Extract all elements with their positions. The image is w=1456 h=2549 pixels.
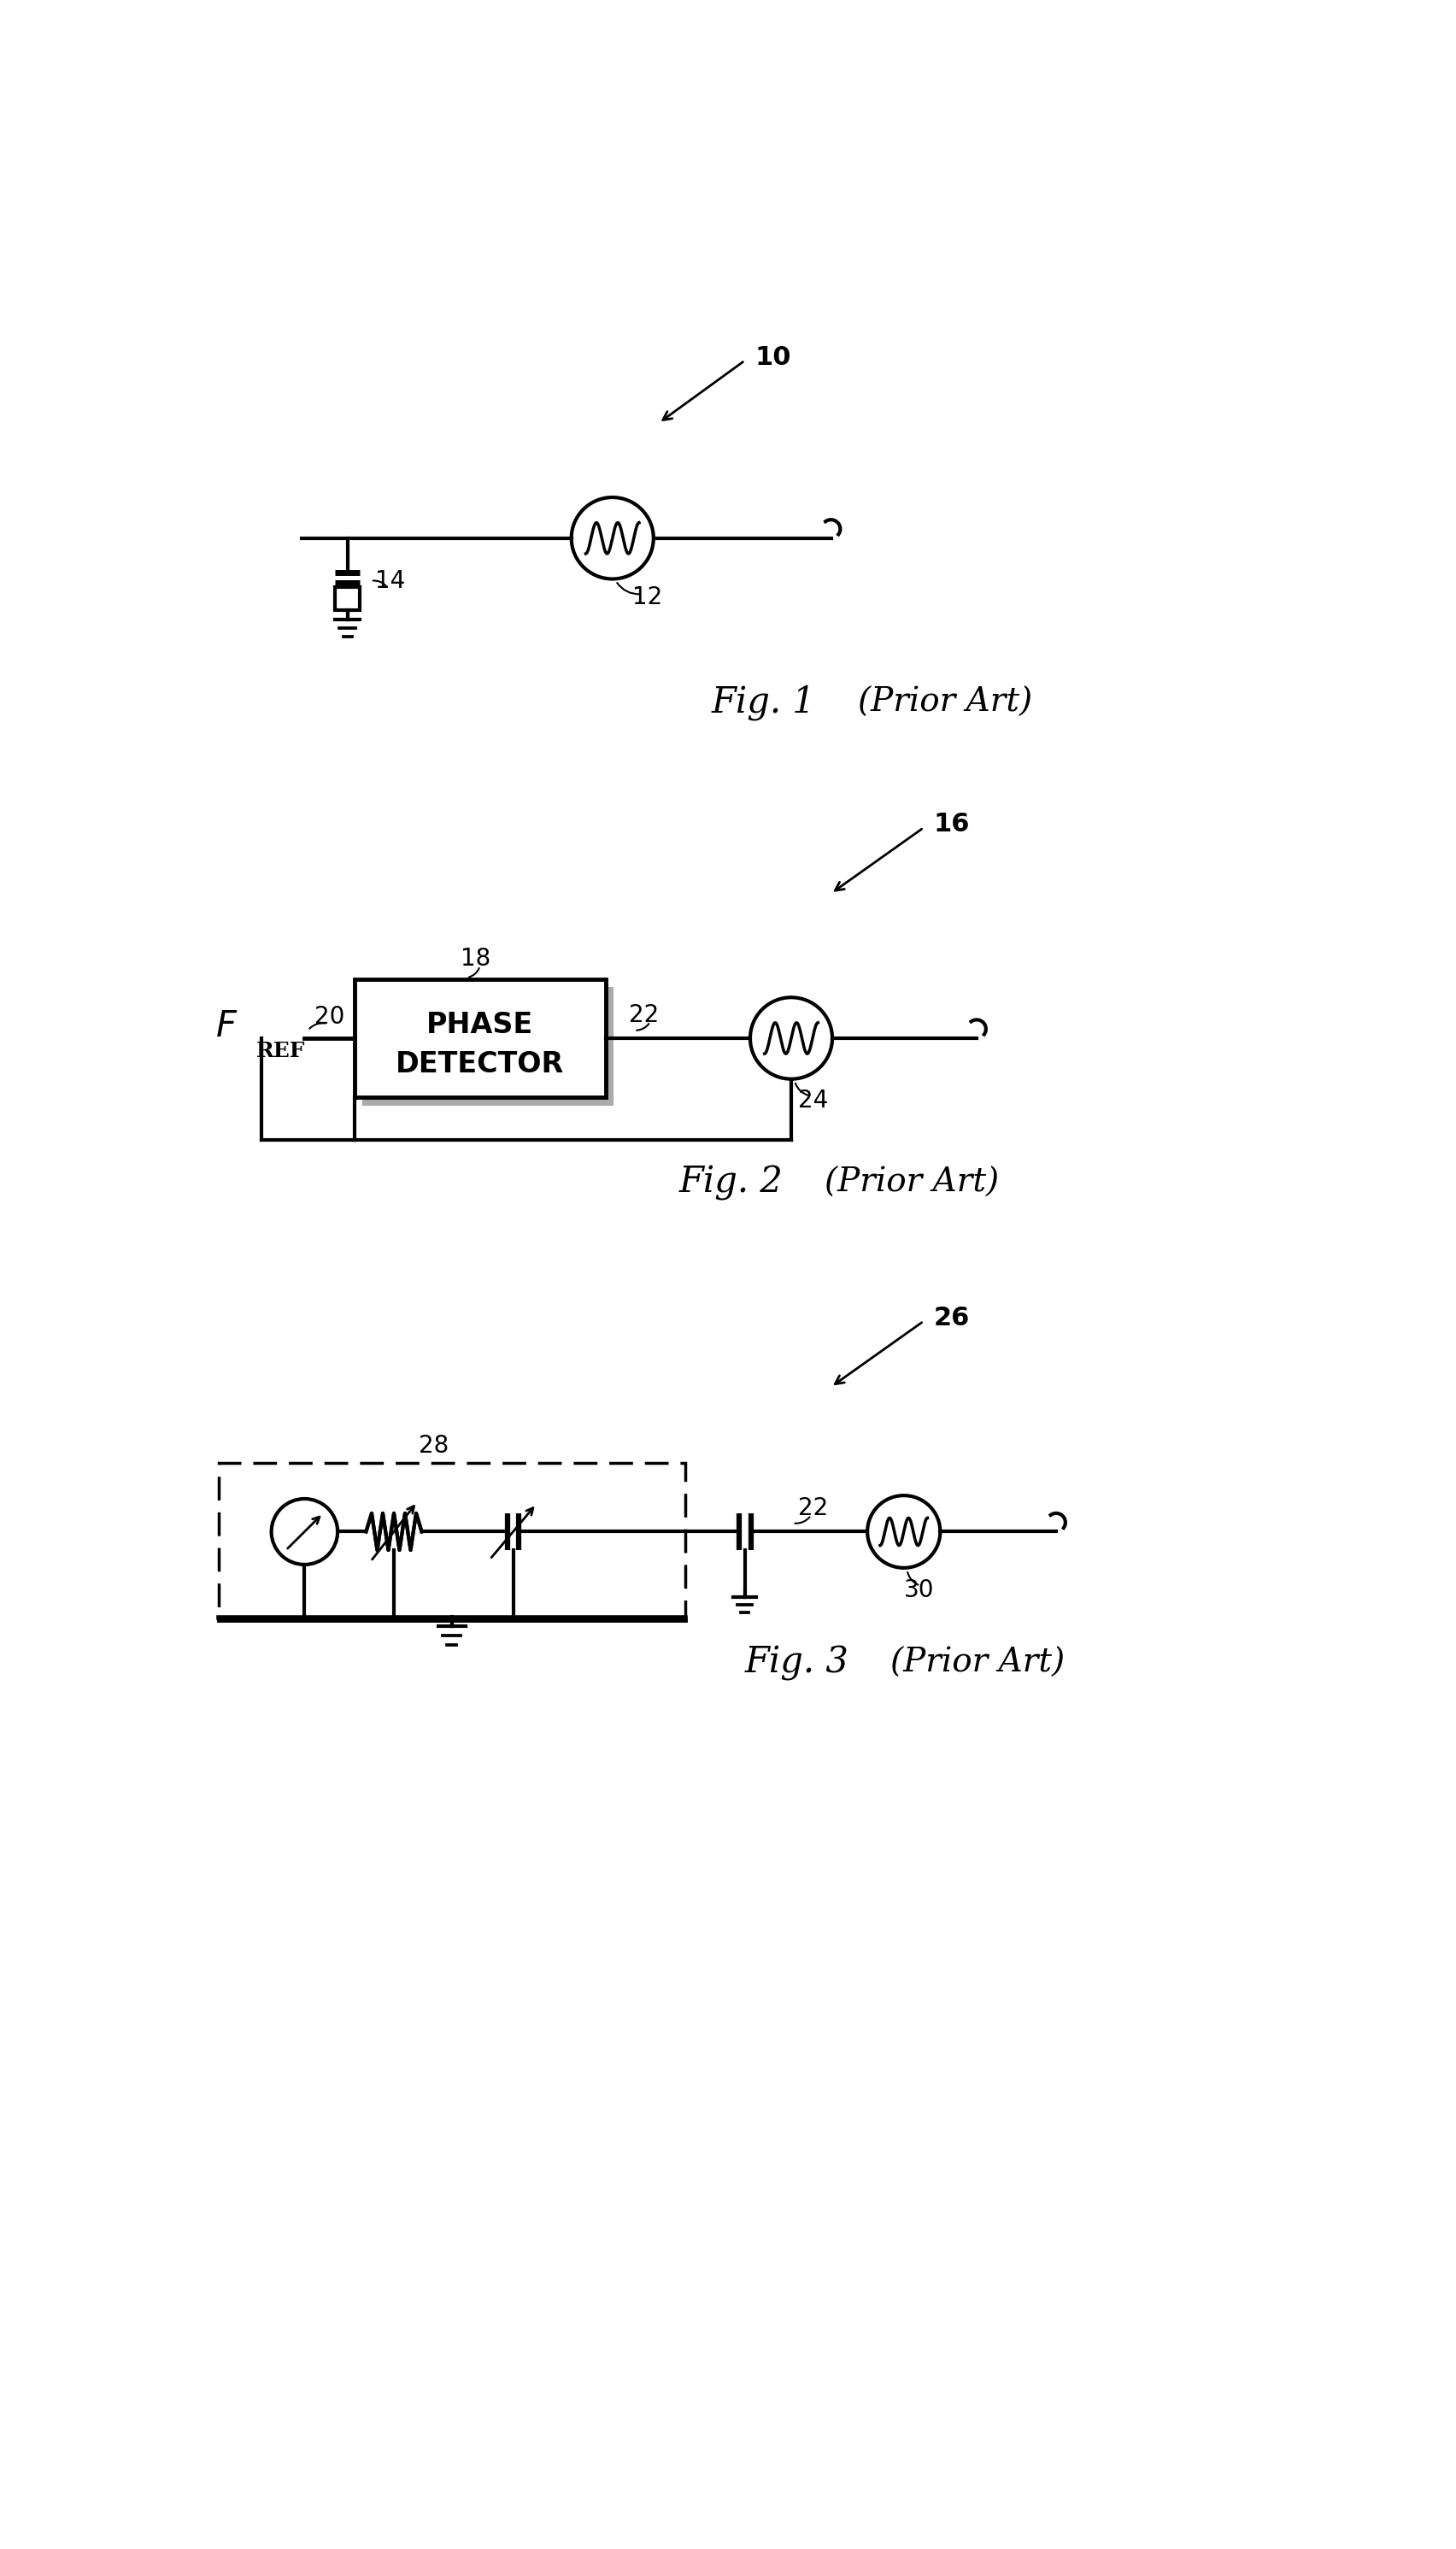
Bar: [218, 1463, 686, 1621]
Bar: [363, 986, 614, 1106]
Text: 24: 24: [798, 1088, 828, 1111]
Text: (Prior Art): (Prior Art): [824, 1167, 999, 1198]
Text: REF: REF: [256, 1040, 306, 1060]
Text: Fig. 3: Fig. 3: [745, 1644, 849, 1682]
Text: 30: 30: [904, 1578, 935, 1603]
Text: Fig. 2: Fig. 2: [678, 1165, 783, 1201]
Text: Fig. 1: Fig. 1: [712, 686, 815, 721]
Text: 14: 14: [376, 568, 405, 591]
Bar: [354, 979, 606, 1099]
Text: 20: 20: [314, 1004, 345, 1030]
Text: 18: 18: [460, 948, 491, 971]
Text: 26: 26: [933, 1305, 970, 1331]
Text: 28: 28: [418, 1435, 448, 1458]
Text: 10: 10: [754, 344, 791, 370]
Text: DETECTOR: DETECTOR: [396, 1050, 565, 1078]
Text: 16: 16: [933, 813, 970, 836]
Text: (Prior Art): (Prior Art): [891, 1647, 1064, 1680]
Text: (Prior Art): (Prior Art): [858, 686, 1032, 719]
Text: 22: 22: [798, 1496, 828, 1519]
Text: 12: 12: [632, 586, 662, 609]
Text: 22: 22: [629, 1002, 660, 1027]
Bar: [335, 586, 360, 609]
Text: PHASE: PHASE: [427, 1012, 533, 1040]
Text: $F$: $F$: [215, 1009, 237, 1045]
